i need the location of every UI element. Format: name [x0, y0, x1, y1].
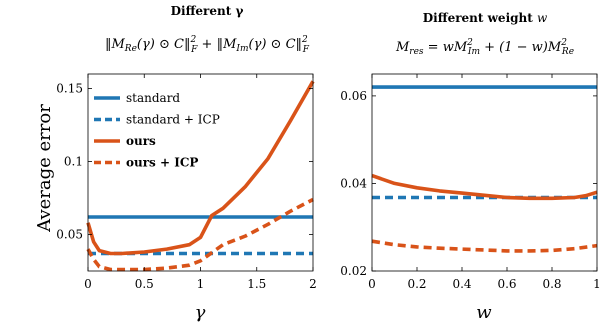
chart1-xtick-label: 0.6: [497, 277, 516, 291]
chart-left-ylabel: Average error: [34, 104, 55, 233]
chart0-series-ours: [86, 80, 315, 256]
chart1-series-ours-icp: [371, 239, 598, 253]
chart0-xtick-label: 1: [197, 277, 205, 291]
chart1-xtick-label: 0.4: [452, 277, 471, 291]
chart0-xtick-label: 0.5: [135, 277, 154, 291]
chart0-xtick-label: 1.5: [247, 277, 266, 291]
chart-right-title: Different weight w: [423, 11, 548, 25]
legend-label: ours + ICP: [126, 156, 198, 170]
chart1-ytick-label: 0.04: [340, 176, 367, 190]
chart0-frame: [87, 73, 314, 272]
chart0-ytick-label: 0.1: [64, 155, 83, 169]
legend: standard standard + ICP ours ours + ICP: [94, 91, 220, 170]
chart1-xtick-label: 1: [593, 277, 601, 291]
chart0-xtick-label: 0: [84, 277, 92, 291]
chart-right: Different weight w Mres = wM2 Im + (1 − w…: [340, 11, 601, 323]
chart-right-plot: 0 0.2 0.4 0.6 0.8 1 0.02 0.04 0.06: [340, 73, 601, 291]
chart-right-formula: Mres = wM2 Im + (1 − w)M2 Re: [395, 38, 574, 57]
chart1-xtick-label: 0: [368, 277, 376, 291]
chart1-series-ours: [371, 173, 598, 201]
chart0-ytick-label: 0.05: [56, 228, 83, 242]
chart1-ytick-label: 0.06: [340, 89, 367, 103]
chart-left-title: Different γ: [171, 4, 244, 18]
legend-label: standard: [126, 91, 180, 105]
chart0-series-ours-icp: [86, 197, 314, 272]
chart1-xtick-label: 0.2: [407, 277, 426, 291]
chart0-xtick-label: 2: [309, 277, 317, 291]
chart-left-plot: 0 0.5 1 1.5 2 0.05 0.1 0.15 standard standard + I…: [56, 73, 317, 291]
legend-label: standard + ICP: [126, 113, 220, 127]
chart0-ytick-label: 0.15: [56, 82, 83, 96]
chart1-ytick-label: 0.02: [340, 264, 367, 278]
chart1-frame: [371, 73, 598, 272]
chart-left-xlabel: γ: [195, 302, 206, 323]
chart-left: Different γ ‖MRe(γ) ⊙ C‖2 F + ‖MIm(γ) ⊙ C…: [34, 4, 317, 323]
legend-label: ours: [126, 134, 156, 148]
svg-text:‖MRe(γ) ⊙ C‖2F + ‖MIm(γ) ⊙ C‖2: ‖MRe(γ) ⊙ C‖2 F + ‖MIm(γ) ⊙ C‖2 F: [105, 35, 310, 55]
chart-right-xlabel: w: [476, 302, 492, 323]
chart1-xtick-label: 0.8: [542, 277, 561, 291]
chart-left-formula: ‖MRe(γ) ⊙ C‖2 F + ‖MIm(γ) ⊙ C‖2 F: [105, 35, 310, 55]
